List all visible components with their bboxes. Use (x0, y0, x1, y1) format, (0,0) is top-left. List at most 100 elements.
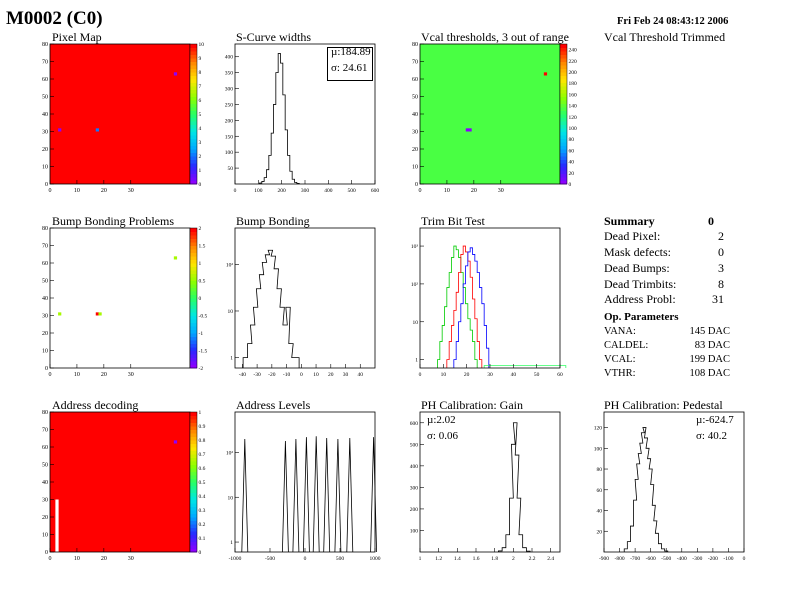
y-tick-label: 60 (597, 488, 603, 494)
y-tick-label: 0 (45, 182, 48, 188)
palette-step (190, 294, 197, 299)
palette-label: 180 (569, 81, 578, 87)
address-level-peak (282, 441, 289, 553)
palette-step (560, 68, 567, 73)
palette-step (560, 121, 567, 125)
y-tick-label: 20 (42, 147, 48, 153)
scurve-title: S-Curve widths (236, 30, 311, 44)
palette-frame (559, 43, 568, 185)
palette-step (190, 492, 197, 497)
y-tick-label: 350 (225, 71, 234, 77)
palette-step (190, 180, 197, 185)
y-tick-label: 30 (42, 314, 48, 320)
y-tick-label: 40 (42, 112, 48, 118)
palette-step (190, 149, 197, 153)
x-tick-label: 1.6 (473, 556, 480, 562)
palette-step (190, 454, 197, 458)
summary-row-value: 2 (718, 229, 724, 243)
x-tick-label: 200 (278, 188, 287, 194)
y-tick-label: 300 (410, 485, 419, 491)
summary-row-label: Dead Bumps: (604, 261, 670, 275)
palette-step (560, 177, 567, 181)
pixel-map-chart: 0 10 20 30 0 10 20 30 40 50 60 70 80 0 1 2 3 4 5 6 7 8 9 10 (42, 42, 204, 194)
y-tick-label: 400 (225, 55, 234, 61)
pixel-map-title: Pixel Map (52, 30, 102, 44)
y-tick-label: 500 (410, 442, 419, 448)
palette-step (190, 489, 197, 493)
palette-step (190, 541, 197, 546)
palette-step (560, 72, 567, 76)
plot-frame (603, 411, 745, 553)
y-tick-label: 10 (413, 320, 419, 326)
histogram-line (259, 53, 300, 184)
palette-step (190, 305, 197, 309)
palette-step (560, 82, 567, 87)
palette-step (190, 527, 197, 532)
palette-step (560, 65, 567, 69)
heatmap-cell (173, 256, 178, 260)
palette-step (190, 475, 197, 479)
palette-step (560, 159, 567, 164)
palette-step (190, 166, 197, 171)
palette-step (190, 357, 197, 362)
timestamp: Fri Feb 24 08:43:12 2006 (617, 16, 729, 27)
histogram-line (242, 249, 300, 368)
heatmap-cell (58, 312, 62, 316)
y-tick-label: 40 (412, 112, 418, 118)
x-tick-label: 10 (74, 188, 80, 194)
y-tick-label: 70 (42, 244, 48, 250)
y-tick-label: 30 (42, 130, 48, 136)
y-tick-label: 200 (410, 507, 419, 513)
y-tick-label: 120 (594, 426, 603, 432)
x-tick-label: 1.4 (454, 556, 461, 562)
x-tick-label: -700 (630, 556, 640, 562)
palette-label: 0 (199, 550, 202, 556)
palette-step (190, 170, 197, 174)
palette-step (560, 54, 567, 59)
x-tick-label: 30 (128, 372, 134, 378)
y-tick-label: 10 (228, 309, 234, 315)
summary-row-value: 31 (712, 292, 724, 306)
palette-step (190, 538, 197, 542)
palette-step (560, 110, 567, 115)
palette-step (190, 100, 197, 104)
palette-label: 80 (569, 137, 575, 143)
x-tick-label: -30 (253, 372, 261, 378)
y-tick-label: 50 (42, 95, 48, 101)
palette-step (190, 329, 197, 334)
op-param-value: 83 DAC (694, 340, 730, 351)
palette-step (560, 75, 567, 80)
palette-label: 1 (199, 261, 202, 267)
palette-step (190, 450, 197, 455)
palette-step (190, 322, 197, 327)
vcal-chart: 0 10 20 30 0 10 20 30 40 50 60 70 80 0 20 40 60 80 100 120 1… (412, 42, 578, 194)
x-tick-label: 10 (74, 556, 80, 562)
palette-step (560, 145, 567, 150)
palette-step (190, 520, 197, 525)
palette-step (190, 228, 197, 232)
op-param-label: VCAL: (604, 354, 636, 365)
summary-row-label: Mask defects: (604, 245, 671, 259)
heatmap-cell (55, 499, 59, 552)
address-levels-title: Address Levels (236, 398, 311, 412)
bump-chart: -40 -30 -20 -10 0 10 20 30 40 1 10 10² (226, 227, 376, 378)
histogram-series (446, 245, 483, 368)
palette-label: 1.5 (199, 244, 206, 250)
palette-label: 240 (569, 48, 578, 54)
palette-step (560, 51, 567, 55)
x-tick-label: 1000 (370, 556, 381, 562)
heatmap-cell (173, 440, 178, 444)
palette-step (190, 422, 197, 427)
y-tick-label: 40 (42, 296, 48, 302)
x-tick-label: 60 (557, 372, 563, 378)
palette-label: 200 (569, 70, 578, 76)
palette-step (190, 513, 197, 518)
palette-label: 0 (199, 182, 202, 188)
palette-step (560, 180, 567, 185)
palette-step (190, 103, 197, 108)
palette-step (190, 419, 197, 423)
palette-step (190, 468, 197, 472)
y-tick-label: 40 (42, 480, 48, 486)
palette-label: 0.1 (199, 536, 206, 542)
y-tick-label: 10 (42, 349, 48, 355)
